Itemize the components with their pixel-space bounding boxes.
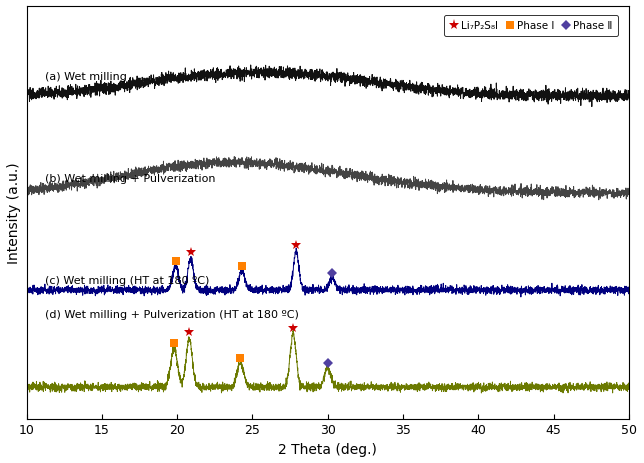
Text: (b) Wet milling + Pulverization: (b) Wet milling + Pulverization [44,174,215,184]
Legend: Li₇P₂S₈I, Phase Ⅰ, Phase Ⅱ: Li₇P₂S₈I, Phase Ⅰ, Phase Ⅱ [444,16,618,37]
Text: (a) Wet milling: (a) Wet milling [44,72,126,82]
Text: (d) Wet milling + Pulverization (HT at 180 ºC): (d) Wet milling + Pulverization (HT at 1… [44,309,298,319]
Text: (c) Wet milling (HT at 180 ºC): (c) Wet milling (HT at 180 ºC) [44,275,209,286]
X-axis label: 2 Theta (deg.): 2 Theta (deg.) [278,442,377,456]
Y-axis label: Intensity (a.u.): Intensity (a.u.) [7,162,21,263]
